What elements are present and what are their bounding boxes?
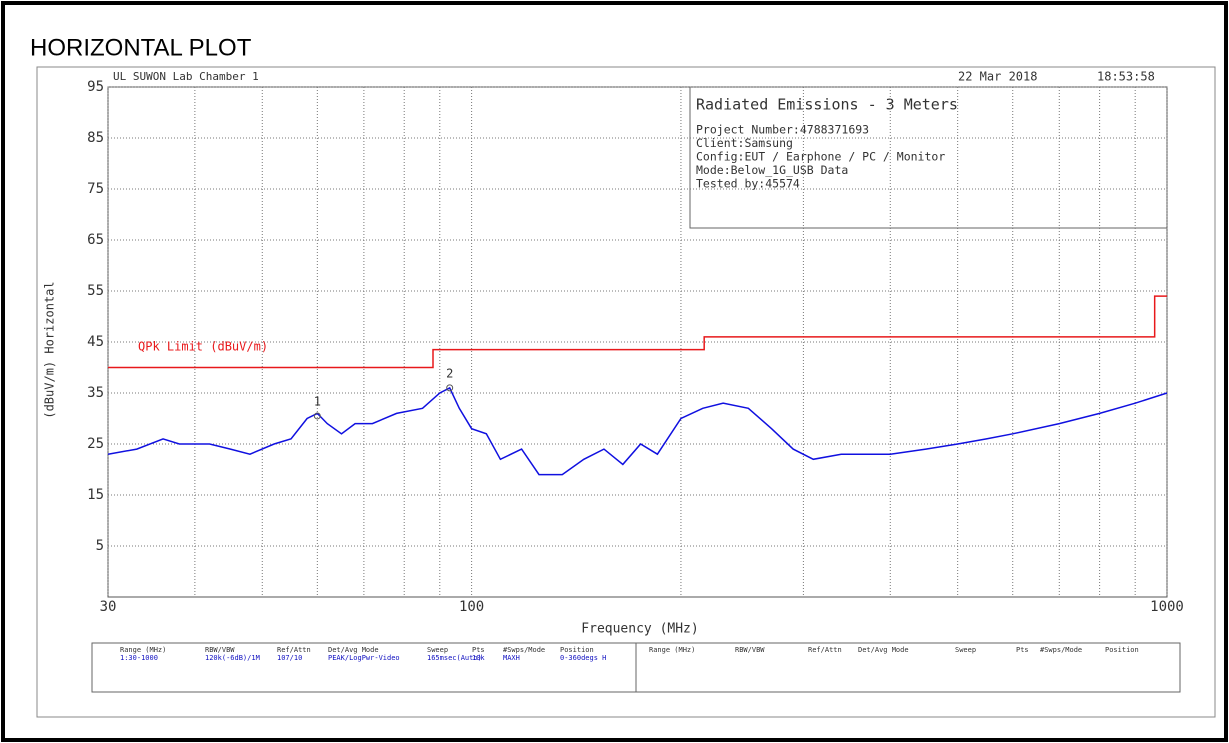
y-tick-label: 25 [87, 436, 104, 452]
info-line: Config:EUT / Earphone / PC / Monitor [696, 150, 945, 164]
table-cell: PEAK/LogPwr-Video [328, 654, 400, 662]
table-header: Det/Avg Mode [858, 646, 909, 654]
x-tick-label: 30 [100, 599, 117, 615]
series-line [108, 295, 1167, 369]
table-header: Pts [472, 646, 485, 654]
table-header: Range (MHz) [120, 646, 166, 654]
y-tick-label: 15 [87, 487, 104, 503]
table-header: Ref/Attn [808, 646, 842, 654]
info-line: Tested by:45574 [696, 177, 800, 191]
table-header: Position [560, 646, 594, 654]
chart-title: HORIZONTAL PLOT [30, 34, 252, 61]
y-tick-label: 5 [96, 538, 104, 554]
y-axis-label: (dBuV/m) Horizontal [43, 281, 57, 418]
table-header: RBW/VBW [205, 646, 235, 654]
y-tick-label: 65 [87, 232, 104, 248]
info-line: Mode:Below_1G_USB Data [696, 163, 848, 177]
info-line: Client:Samsung [696, 136, 793, 150]
table-header: Det/Avg Mode [328, 646, 379, 654]
table-header: Sweep [427, 646, 448, 654]
marker-label: 1 [314, 394, 321, 408]
table-header: Pts [1016, 646, 1029, 654]
table-cell: MAXH [503, 654, 520, 662]
x-tick-label: 100 [459, 599, 484, 615]
x-axis-label: Frequency (MHz) [581, 622, 698, 637]
time: 18:53:58 [1097, 70, 1155, 84]
table-header: Ref/Attn [277, 646, 311, 654]
table-cell: 0-360degs H [560, 654, 606, 662]
table-header: Range (MHz) [649, 646, 695, 654]
series-line [107, 386, 1168, 476]
info-box [689, 86, 1168, 229]
y-tick-label: 55 [87, 283, 104, 299]
lab-name: UL SUWON Lab Chamber 1 [113, 70, 259, 83]
table-header: #Swps/Mode [1040, 646, 1082, 654]
table-cell: 165msec(Auto) [427, 654, 482, 662]
table-cell: 1:30-1000 [120, 654, 158, 662]
info-line: Project Number:4788371693 [696, 123, 869, 137]
y-tick-label: 85 [87, 130, 104, 146]
table-header: Position [1105, 646, 1139, 654]
inner-frame [36, 66, 1216, 718]
y-tick-label: 45 [87, 334, 104, 350]
marker [446, 384, 454, 392]
x-tick-label: 1000 [1150, 599, 1184, 615]
marker [313, 412, 321, 420]
table-header: RBW/VBW [735, 646, 765, 654]
table-cell: 107/10 [277, 654, 302, 662]
date: 22 Mar 2018 [958, 70, 1037, 84]
y-tick-label: 35 [87, 385, 104, 401]
marker-label: 2 [446, 366, 453, 380]
y-tick-label: 95 [87, 79, 104, 95]
y-tick-label: 75 [87, 181, 104, 197]
table-header: Sweep [955, 646, 976, 654]
table-cell: 10k [472, 654, 485, 662]
table-cell: 120k(-6dB)/1M [205, 654, 260, 662]
limit-label: QPk Limit (dBuV/m) [138, 340, 268, 354]
info-title: Radiated Emissions - 3 Meters [696, 96, 958, 114]
table-header: #Swps/Mode [503, 646, 545, 654]
